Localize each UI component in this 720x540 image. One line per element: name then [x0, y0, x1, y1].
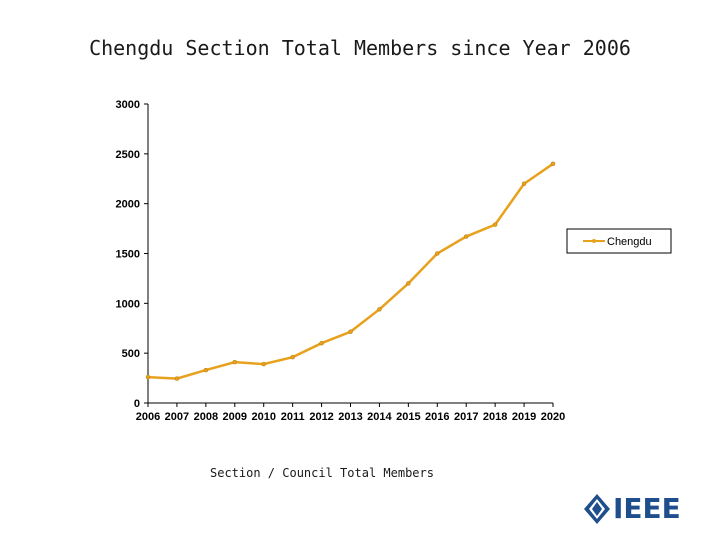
ieee-logo-text: IEEE	[613, 492, 681, 525]
x-tick-label: 2007	[165, 411, 189, 423]
x-tick-label: 2013	[338, 411, 362, 423]
legend: Chengdu	[566, 228, 672, 254]
y-tick-label: 2000	[116, 199, 140, 211]
series-layer	[145, 161, 556, 381]
x-tick-label: 2018	[483, 411, 507, 423]
x-tick-label: 2008	[194, 411, 218, 423]
data-point	[348, 329, 353, 334]
data-point	[435, 251, 440, 256]
y-tick-label: 500	[122, 348, 140, 360]
data-point	[550, 161, 556, 167]
chart-axes	[147, 104, 553, 404]
data-point	[145, 374, 151, 380]
x-tick-label: 2016	[425, 411, 449, 423]
y-tick-label: 3000	[116, 99, 140, 111]
x-tick-label: 2006	[136, 411, 160, 423]
x-tick-label: 2019	[512, 411, 536, 423]
y-axis-ticks: 0 500 1000 1500 2000 2500 3000	[116, 99, 148, 410]
data-point	[492, 222, 498, 227]
x-tick-label: 2017	[454, 411, 478, 423]
x-tick-label: 2010	[251, 411, 275, 423]
y-tick-label: 0	[134, 398, 140, 410]
chart-title: Chengdu Section Total Members since Year…	[89, 36, 631, 60]
data-point	[463, 234, 469, 239]
data-point	[521, 181, 527, 186]
ieee-diamond-icon	[584, 494, 610, 524]
legend-label: Chengdu	[607, 236, 652, 248]
x-tick-label: 2012	[309, 411, 333, 423]
data-point	[174, 376, 180, 381]
legend-swatch-marker	[592, 239, 596, 243]
data-point	[232, 359, 238, 365]
y-tick-label: 1000	[116, 298, 140, 310]
data-point	[319, 340, 324, 346]
data-point	[406, 281, 411, 286]
x-tick-label: 2009	[223, 411, 247, 423]
y-tick-label: 1500	[116, 249, 140, 261]
y-tick-label: 2500	[116, 149, 140, 161]
x-tick-label: 2020	[541, 411, 565, 423]
data-point	[377, 307, 382, 312]
x-tick-label: 2014	[367, 411, 392, 423]
series-line-chengdu	[147, 162, 554, 380]
ieee-logo: IEEE	[583, 492, 688, 526]
data-point	[290, 354, 295, 360]
x-tick-label: 2015	[396, 411, 420, 423]
x-axis-ticks: 2006 2007 2008 2009 2010 2011 2012 2013 2014 2015…	[136, 403, 565, 423]
x-tick-label: 2011	[281, 411, 305, 423]
data-point	[203, 367, 209, 373]
x-axis-label: Section / Council Total Members	[210, 466, 434, 480]
data-point	[261, 361, 266, 367]
